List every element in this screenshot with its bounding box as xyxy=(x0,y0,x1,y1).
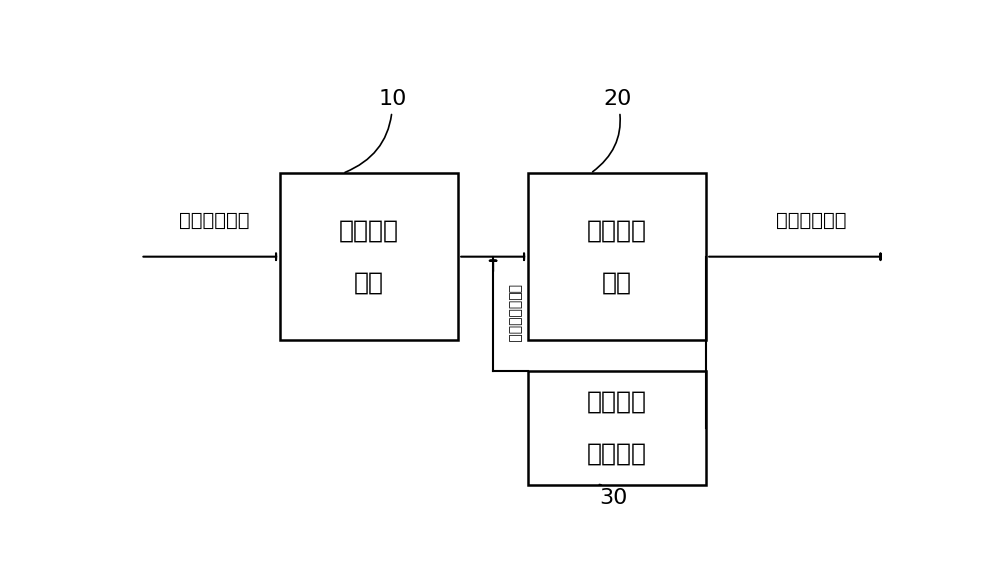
Text: 单元: 单元 xyxy=(602,271,632,295)
Text: 20: 20 xyxy=(593,89,631,172)
Text: 偏置信号: 偏置信号 xyxy=(587,389,647,413)
Text: 直流量提取单元: 直流量提取单元 xyxy=(507,284,521,343)
Text: 单元: 单元 xyxy=(354,271,384,295)
Bar xyxy=(528,174,706,340)
Bar xyxy=(528,370,706,485)
Text: 输入时钟信号: 输入时钟信号 xyxy=(179,212,249,230)
Bar xyxy=(280,174,458,340)
Text: 信号叠加: 信号叠加 xyxy=(587,218,647,242)
Text: 输出时钟信号: 输出时钟信号 xyxy=(776,212,846,230)
Text: 30: 30 xyxy=(599,485,627,508)
Text: 10: 10 xyxy=(345,89,407,172)
Text: 直流隔离: 直流隔离 xyxy=(339,218,399,242)
Text: 生成单元: 生成单元 xyxy=(587,442,647,466)
